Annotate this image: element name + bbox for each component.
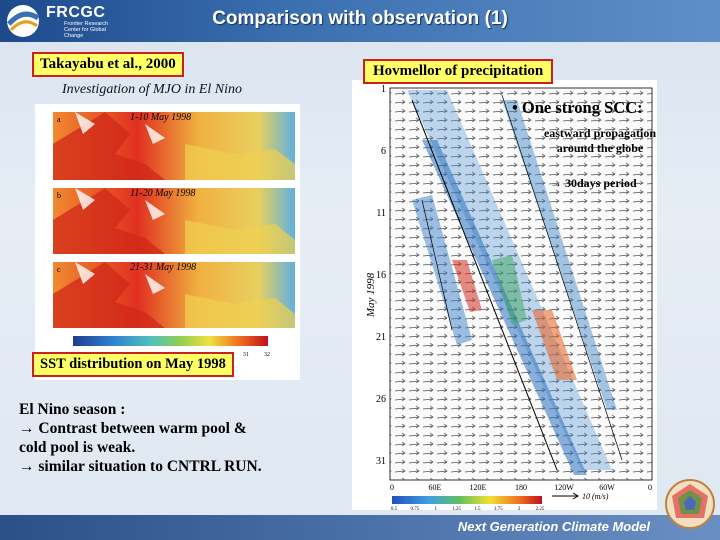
sst-date-a: 1-10 May 1998 [130, 112, 191, 123]
hovmoller-colorbar-tick: 1.75 [494, 507, 503, 510]
hovmoller-y-tick: 31 [376, 456, 386, 467]
slide-title: Comparison with observation (1) [212, 8, 508, 29]
hovmoller-y-label: May 1998 [365, 272, 377, 318]
sst-letter-a: a [57, 115, 61, 124]
sst-map-b: b 11-20 May 1998 [53, 188, 295, 254]
frcgc-logo: FRCGC Frontier Research Center for Globa… [4, 2, 122, 40]
period-text: → 30days period [550, 176, 637, 190]
sst-figure: a 1-10 May 1998 b 11-20 May 1998 c 21-31… [35, 104, 300, 380]
logo-text: FRCGC [46, 4, 106, 21]
hovmoller-title: Hovmellor of precipitation [363, 59, 554, 84]
hovmoller-x-tick: 120E [470, 483, 487, 492]
sst-colorbar [73, 336, 268, 346]
hovmoller-x-tick: 0 [390, 483, 394, 492]
hovmoller-y-tick: 21 [376, 332, 386, 343]
hovmoller-colorbar-tick: 1.25 [452, 507, 461, 510]
sst-caption: SST distribution on May 1998 [32, 352, 234, 377]
hovmoller-x-tick: 60E [429, 483, 442, 492]
mjo-subtitle: Investigation of MJO in El Nino [62, 82, 243, 97]
hovmoller-colorbar-ticks: 0.5 0.75 1 1.25 1.5 1.75 2 2.25 [391, 507, 545, 512]
hovmoller-colorbar-tick: 0.75 [410, 507, 419, 510]
footer-bar: Next Generation Climate Model [0, 515, 720, 540]
sst-letter-b: b [57, 191, 61, 200]
hovmoller-y-tick: 16 [376, 270, 386, 281]
sst-letter-c: c [57, 265, 61, 274]
scc-bullet-text: One strong SCC: [521, 98, 643, 117]
hovmoller-colorbar-tick: 0.5 [391, 507, 398, 510]
sst-colorbar-tick: 32 [264, 352, 270, 358]
footer-text: Next Generation Climate Model [457, 519, 650, 534]
emblem-icon [665, 479, 715, 529]
hovmoller-y-tick: 1 [381, 84, 386, 95]
hovmoller-x-tick: 120W [554, 483, 574, 492]
hovmoller-colorbar-tick: 1.5 [474, 507, 481, 510]
hovmoller-colorbar-tick: 1 [434, 507, 437, 510]
header-bar: FRCGC Frontier Research Center for Globa… [0, 0, 720, 42]
propagation-text: eastward propagation around the globe [510, 126, 690, 156]
hovmoller-colorbar-tick: 2 [518, 507, 521, 510]
hovmoller-figure: 1 6 11 16 21 26 31 0 60E 120E 180 120W 60W 0 May 199… [352, 80, 657, 512]
note-line: cold pool is weak. [19, 439, 136, 456]
notes-block: El Nino season : → Contrast between warm… [19, 400, 349, 476]
sst-map-c: c 21-31 May 1998 [53, 262, 295, 328]
citation-label: Takayabu et al., 2000 [32, 52, 184, 77]
propagation-line: eastward propagation [543, 126, 657, 140]
globe-icon [7, 5, 40, 37]
sst-map-a: a 1-10 May 1998 [53, 112, 295, 180]
hovmoller-x-tick: 180 [515, 483, 527, 492]
note-line: → similar situation to CNTRL RUN. [19, 458, 262, 475]
sst-date-b: 11-20 May 1998 [130, 188, 195, 199]
propagation-line: around the globe [556, 141, 644, 155]
hovmoller-colorbar [392, 496, 542, 504]
sst-colorbar-tick: 31 [243, 352, 249, 358]
hovmoller-y-tick: 11 [376, 208, 386, 219]
logo-subtitle: Frontier Research Center for Global Chan… [64, 21, 109, 39]
hovmoller-y-tick: 26 [376, 394, 386, 405]
hovmoller-x-tick: 60W [599, 483, 615, 492]
vector-ref-label: 10 (m/s) [582, 492, 609, 501]
note-line: El Nino season : [19, 401, 126, 418]
hovmoller-x-ticks: 0 60E 120E 180 120W 60W 0 [390, 483, 652, 492]
sst-maps: a 1-10 May 1998 b 11-20 May 1998 c 21-31… [53, 112, 295, 358]
hovmoller-colorbar-tick: 2.25 [536, 507, 545, 510]
sst-date-c: 21-31 May 1998 [130, 262, 196, 273]
note-line: → Contrast between warm pool & [19, 420, 247, 437]
hovmoller-y-tick: 6 [381, 146, 386, 157]
scc-bullet: • One strong SCC: [512, 98, 643, 117]
hovmoller-x-tick: 0 [648, 483, 652, 492]
